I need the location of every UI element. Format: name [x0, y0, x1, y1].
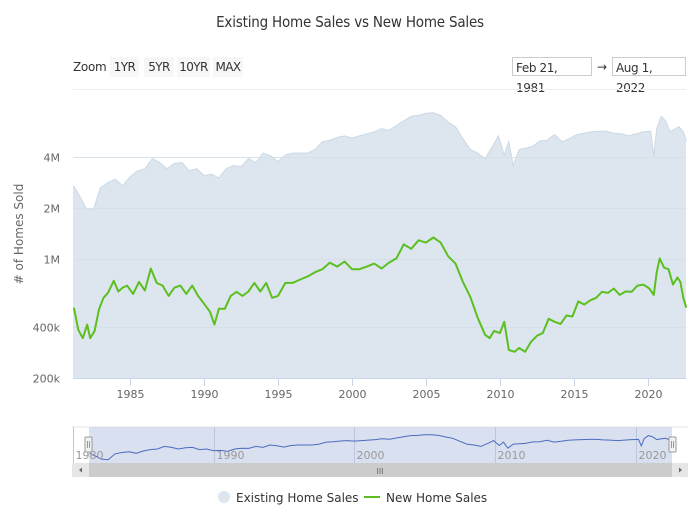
- navigator-gridlines: [73, 427, 637, 463]
- zoom-5yr-button[interactable]: 5YR: [144, 57, 174, 77]
- navigator-tick-label: 1980: [76, 449, 104, 462]
- chart-title: Existing Home Sales vs New Home Sales: [216, 13, 484, 31]
- x-tick-label: 2010: [487, 388, 515, 401]
- legend-item-new-home-sales[interactable]: New Home Sales: [364, 488, 487, 508]
- to-date-input[interactable]: Aug 1, 2022: [612, 57, 686, 95]
- scrollbar-grip: III: [376, 467, 383, 476]
- y-axis-title: # of Homes Sold: [12, 184, 26, 285]
- navigator-tick-label: 1990: [217, 449, 245, 462]
- y-tick-label: 4M: [44, 152, 61, 165]
- from-date-input[interactable]: Feb 21, 1981: [512, 57, 592, 95]
- navigator-tick-label: 2010: [498, 449, 526, 462]
- x-tick-label: 1990: [191, 388, 219, 401]
- y-axis-labels: 200k 400k 1M 2M 4M: [33, 152, 61, 386]
- legend-line-icon: [364, 496, 380, 498]
- scrollbar-thumb[interactable]: [89, 463, 672, 477]
- legend-circle-icon: [218, 491, 230, 503]
- y-tick-label: 400k: [33, 322, 61, 335]
- navigator-tick-label: 2000: [357, 449, 385, 462]
- zoom-10yr-button[interactable]: 10YR: [177, 57, 210, 77]
- navigator-axis-labels: 1980 1990 2000 2010 2020: [76, 449, 667, 462]
- zoom-max-button[interactable]: MAX: [213, 57, 243, 77]
- existing-home-sales-line: [73, 112, 687, 212]
- y-tick-label: 200k: [33, 373, 61, 386]
- navigator-left-handle[interactable]: [84, 436, 93, 453]
- x-tick-label: 1995: [265, 388, 293, 401]
- arrow-right-icon: [679, 467, 682, 473]
- navigator-tick-label: 2020: [639, 449, 667, 462]
- existing-home-sales-area: [73, 112, 687, 379]
- navigator[interactable]: 1980 1990 2000 2010 2020 III: [72, 426, 688, 477]
- arrow-left-icon: [79, 467, 82, 473]
- legend-label: Existing Home Sales: [236, 491, 359, 505]
- zoom-1yr-button[interactable]: 1YR: [110, 57, 139, 77]
- x-tick-label: 2015: [561, 388, 589, 401]
- scrollbar-left-button[interactable]: [72, 463, 89, 477]
- x-tick-label: 2000: [339, 388, 367, 401]
- y-tick-label: 2M: [44, 203, 61, 216]
- zoom-label: Zoom: [73, 60, 107, 74]
- date-range-arrow: →: [596, 60, 608, 74]
- y-tick-label: 1M: [44, 254, 61, 267]
- scrollbar-right-button[interactable]: [672, 463, 688, 477]
- x-tick-label: 2005: [413, 388, 441, 401]
- x-axis-labels: 1985 1990 1995 2000 2005 2010 2015 2020: [73, 378, 686, 401]
- new-home-sales-line: [72, 236, 688, 353]
- x-tick-label: 1985: [117, 388, 145, 401]
- navigator-series-line: [89, 434, 673, 461]
- top-gridline: [73, 89, 686, 90]
- x-tick-label: 2020: [635, 388, 663, 401]
- legend-item-existing-home-sales[interactable]: Existing Home Sales: [218, 488, 359, 508]
- legend-label: New Home Sales: [386, 491, 488, 505]
- navigator-right-handle[interactable]: [668, 436, 677, 453]
- navigator-selection[interactable]: [89, 427, 672, 463]
